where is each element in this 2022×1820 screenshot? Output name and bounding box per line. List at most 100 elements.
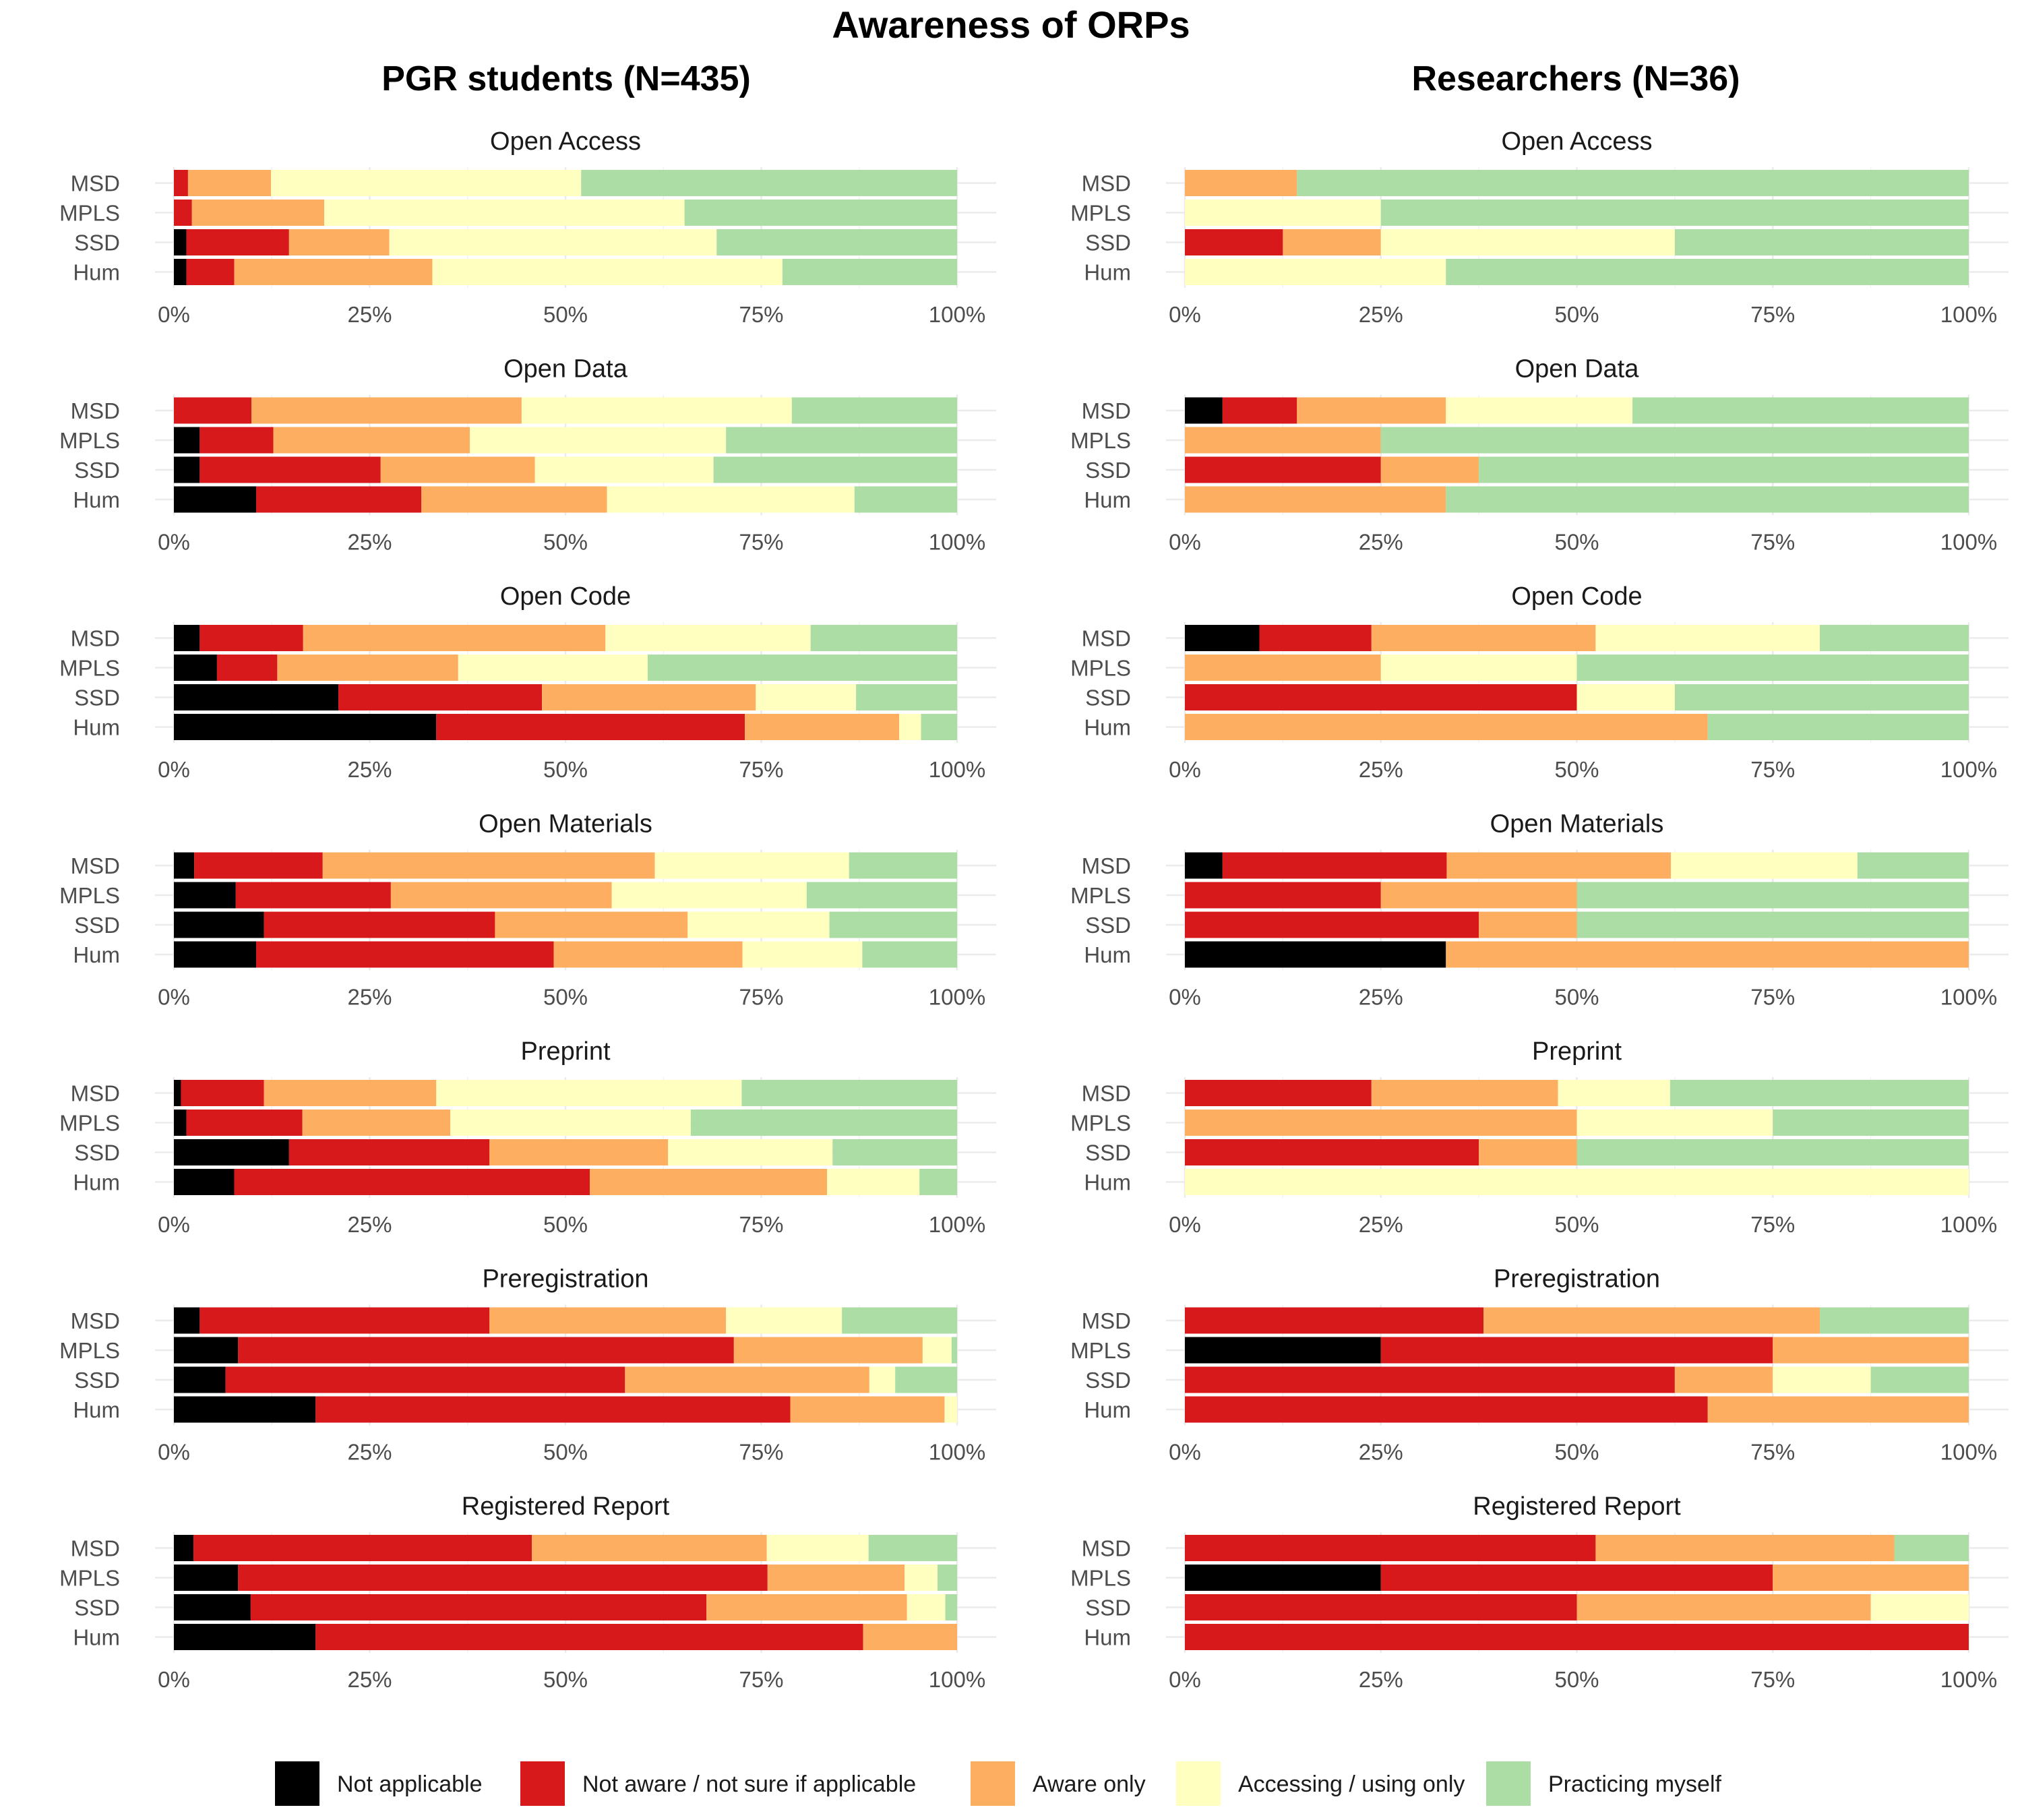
category-label: SSD [1085,231,1131,255]
panel-title: Preprint [1532,1037,1622,1066]
legend-item-not-aware-not-sure-if-applicable: Not aware / not sure if applicable [520,1761,916,1806]
bar-segment-hum-aware-only [790,1396,945,1423]
bar-segment-msd-practicing-myself [1820,1307,1969,1334]
bar-segment-hum-practicing-myself [1707,714,1969,740]
category-label: Hum [1084,942,1131,967]
x-tick-label: 25% [1359,985,1403,1010]
category-label: MSD [1082,171,1131,196]
x-tick-label: 25% [347,530,392,555]
category-label: MPLS [1070,883,1131,908]
bar-segment-ssd-accessing-using-only [687,911,830,938]
bar-segment-ssd-not-applicable [174,456,200,483]
x-tick-label: 0% [1169,985,1201,1010]
bar-segment-msd-not-applicable [1185,625,1260,651]
bar-segment-ssd-not-applicable [174,229,187,255]
bar-segment-msd-not-aware-not-sure-if-applicable [1222,397,1297,424]
x-tick-label: 100% [1940,1440,1997,1465]
x-tick-label: 100% [929,1440,985,1465]
bar-segment-msd-not-aware-not-sure-if-applicable [1259,625,1372,651]
x-tick-label: 75% [1750,1440,1795,1465]
bar-segment-msd-practicing-myself [1857,852,1969,879]
x-tick-label: 75% [739,530,783,555]
legend-item-practicing-myself: Practicing myself [1486,1761,1722,1806]
category-label: MSD [1082,626,1131,651]
x-tick-label: 0% [1169,1440,1201,1465]
legend-item-aware-only: Aware only [971,1761,1146,1806]
panel-title: Open Access [490,127,641,156]
bar-segment-hum-practicing-myself [862,941,957,968]
panel-pgr-open-materials: Open Materials MSD MPLS SSD Hum 0% 25% 50% 75% 10… [59,810,996,1010]
bar-segment-msd-aware-only [322,852,655,879]
bar-segment-msd-not-aware-not-sure-if-applicable [174,170,188,196]
bar-segment-ssd-practicing-myself [1576,911,1969,938]
bar-segment-mpls-practicing-myself [1576,882,1969,909]
bar-segment-msd-aware-only [264,1080,437,1106]
category-label: SSD [1085,458,1131,483]
category-label: Hum [73,942,120,967]
bar-segment-ssd-not-aware-not-sure-if-applicable [1185,1139,1479,1165]
category-label: Hum [1084,260,1131,285]
bar-segment-msd-not-aware-not-sure-if-applicable [1222,852,1447,879]
panel-title: Open Materials [479,810,652,839]
bar-segment-msd-aware-only [532,1535,767,1561]
x-tick-label: 25% [1359,1667,1403,1692]
bar-segment-mpls-accessing-using-only [470,427,727,454]
bar-segment-ssd-not-applicable [174,1139,289,1165]
bar-segment-ssd-aware-only [1380,456,1479,483]
bar-segment-msd-not-applicable [1185,397,1223,424]
x-tick-label: 0% [158,1667,190,1692]
bar-segment-ssd-aware-only [1674,1366,1773,1393]
legend-label: Accessing / using only [1238,1771,1465,1797]
x-tick-label: 50% [1554,1667,1599,1692]
bar-segment-mpls-accessing-using-only [922,1337,952,1364]
legend-label: Not applicable [337,1771,482,1797]
bar-segment-hum-practicing-myself [782,259,957,285]
bar-segment-msd-accessing-using-only [271,170,582,196]
bar-segment-msd-not-aware-not-sure-if-applicable [1185,1307,1484,1334]
bar-segment-ssd-aware-only [542,684,756,710]
panel-title: Open Code [1511,582,1642,611]
x-tick-label: 50% [1554,1440,1599,1465]
panel-pgr-open-data: Open Data MSD MPLS SSD Hum 0% 25% 50% 75% 100% [59,355,996,555]
bar-segment-mpls-not-aware-not-sure-if-applicable [174,200,192,226]
x-tick-label: 0% [158,1440,190,1465]
bar-segment-mpls-not-applicable [174,1565,239,1591]
bar-segment-hum-not-applicable [174,1624,316,1650]
category-label: SSD [74,1141,120,1165]
x-tick-label: 0% [1169,1667,1201,1692]
x-tick-label: 25% [347,302,392,327]
x-tick-label: 50% [1554,757,1599,782]
bar-segment-msd-aware-only [1371,625,1596,651]
bar-segment-mpls-aware-only [1185,427,1381,454]
bar-segment-mpls-practicing-myself [648,655,957,681]
panel-title: Preprint [520,1037,610,1066]
bar-segment-ssd-not-applicable [174,1594,251,1620]
bar-segment-mpls-practicing-myself [1576,655,1969,681]
bar-segment-msd-accessing-using-only [1558,1080,1670,1106]
x-tick-label: 50% [543,530,588,555]
bar-segment-ssd-aware-only [1479,1139,1577,1165]
panel-researchers-open-data: Open Data MSD MPLS SSD Hum 0% 25% 50% 75% 100% [1070,355,2009,555]
bar-segment-hum-practicing-myself [919,1169,957,1195]
bar-segment-ssd-accessing-using-only [1576,684,1675,710]
bar-segment-ssd-accessing-using-only [1870,1594,1969,1620]
bar-segment-ssd-not-applicable [174,1366,226,1393]
x-tick-label: 25% [347,1212,392,1237]
legend-swatch [971,1761,1015,1806]
x-tick-label: 50% [1554,530,1599,555]
panel-title: Open Code [500,582,631,611]
bar-segment-hum-not-applicable [174,714,437,740]
bar-segment-ssd-practicing-myself [829,911,957,938]
bar-segment-ssd-practicing-myself [945,1594,957,1620]
bar-segment-msd-not-aware-not-sure-if-applicable [194,852,323,879]
legend-label: Aware only [1033,1771,1146,1797]
bar-segment-ssd-not-aware-not-sure-if-applicable [200,456,381,483]
bar-segment-hum-not-applicable [1185,941,1446,968]
x-tick-label: 25% [347,757,392,782]
panel-title: Preregistration [1494,1265,1660,1294]
legend-swatch [1176,1761,1221,1806]
panel-title: Registered Report [462,1492,670,1521]
x-tick-label: 75% [1750,1212,1795,1237]
panel-pgr-preprint: Preprint MSD MPLS SSD Hum 0% 25% 50% 75% 100% [59,1037,996,1237]
